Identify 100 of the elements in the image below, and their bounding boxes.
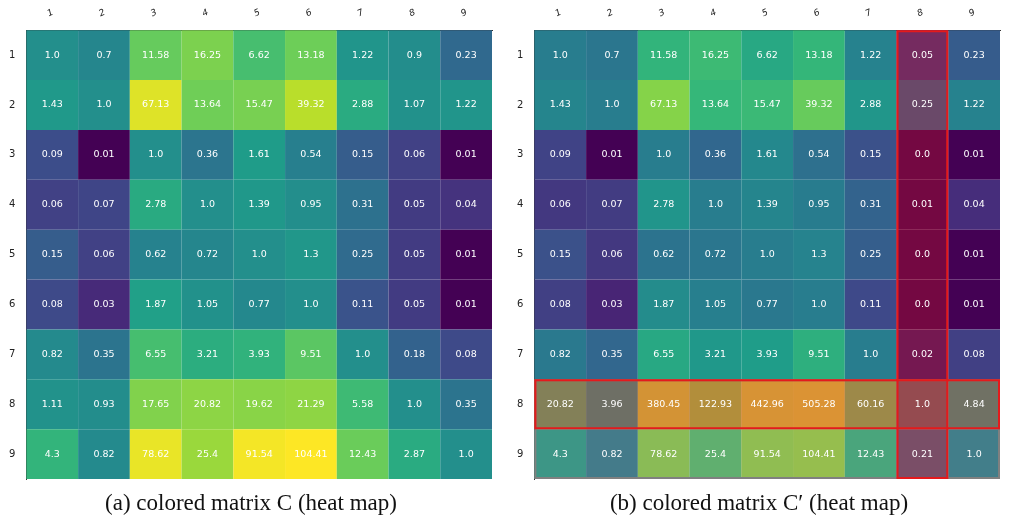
data-label: 13.64 bbox=[701, 98, 730, 110]
data-label: 1.07 bbox=[403, 98, 425, 110]
data-label: 0.07 bbox=[601, 198, 623, 210]
data-label: 1.0 bbox=[96, 98, 112, 110]
y-tick-label: 2 bbox=[8, 98, 16, 110]
data-label: 1.43 bbox=[41, 98, 63, 110]
x-tick-label: 9 bbox=[967, 6, 977, 19]
text: (a) colored matrix C (heat map) bbox=[104, 490, 398, 516]
y-tick-label: 3 bbox=[516, 148, 524, 160]
data-label: 0.0 bbox=[914, 248, 930, 260]
y-tick-label: 2 bbox=[516, 98, 524, 110]
data-label: 0.9 bbox=[406, 48, 422, 60]
data-label: 0.72 bbox=[196, 248, 219, 260]
data-label: 0.54 bbox=[300, 148, 322, 160]
data-label: 0.05 bbox=[403, 198, 425, 210]
data-label: 122.93 bbox=[698, 397, 733, 409]
data-label: 1.22 bbox=[455, 98, 477, 110]
data-label: 1.61 bbox=[756, 148, 778, 160]
data-label: 0.0 bbox=[914, 297, 930, 309]
data-label: 5.58 bbox=[352, 397, 374, 409]
data-label: 104.41 bbox=[802, 447, 836, 459]
data-label: 3.21 bbox=[704, 347, 727, 359]
data-label: 12.43 bbox=[857, 447, 885, 459]
data-label: 3.21 bbox=[196, 347, 219, 359]
data-label: 6.62 bbox=[756, 48, 778, 60]
data-label: 0.06 bbox=[93, 248, 115, 260]
data-label: 11.58 bbox=[650, 48, 678, 60]
data-label: 0.08 bbox=[963, 347, 985, 359]
data-label: 1.43 bbox=[549, 98, 571, 110]
data-label: 0.06 bbox=[601, 248, 623, 260]
data-label: 1.87 bbox=[145, 297, 167, 309]
y-tick-label: 1 bbox=[8, 48, 16, 60]
data-label: 19.62 bbox=[245, 397, 273, 409]
data-label: 0.54 bbox=[808, 148, 830, 160]
data-label: 1.0 bbox=[707, 198, 723, 210]
data-label: 1.0 bbox=[355, 347, 371, 359]
data-label: 0.15 bbox=[41, 248, 63, 260]
x-tick-label: 3 bbox=[656, 6, 667, 19]
data-label: 39.32 bbox=[805, 98, 833, 110]
data-label: 1.0 bbox=[863, 347, 879, 359]
data-label: 1.0 bbox=[759, 248, 775, 260]
data-label: 0.15 bbox=[352, 148, 374, 160]
data-label: 0.01 bbox=[455, 297, 477, 309]
data-label: 1.0 bbox=[199, 198, 215, 210]
data-label: 0.82 bbox=[601, 447, 623, 459]
data-label: 1.39 bbox=[756, 198, 778, 210]
data-label: 2.78 bbox=[145, 198, 167, 210]
y-tick-label: 6 bbox=[516, 298, 524, 310]
data-label: 0.18 bbox=[403, 347, 425, 359]
data-label: 0.23 bbox=[963, 48, 985, 60]
data-label: 60.16 bbox=[857, 397, 885, 409]
data-label: 0.93 bbox=[93, 397, 115, 409]
x-tick-label: 9 bbox=[459, 6, 469, 19]
data-label: 0.15 bbox=[549, 248, 571, 260]
data-label: 0.08 bbox=[455, 347, 477, 359]
data-label: 0.06 bbox=[41, 198, 63, 210]
data-label: 0.35 bbox=[601, 347, 623, 359]
data-label: 15.47 bbox=[245, 98, 273, 110]
data-label: 0.25 bbox=[352, 248, 374, 260]
data-label: 1.3 bbox=[811, 248, 827, 260]
data-label: 0.02 bbox=[911, 347, 933, 359]
data-label: 67.13 bbox=[142, 98, 170, 110]
data-label: 1.0 bbox=[811, 297, 827, 309]
data-label: 13.18 bbox=[805, 48, 833, 60]
data-label: 0.31 bbox=[352, 198, 374, 210]
data-label: 0.25 bbox=[911, 98, 933, 110]
data-label: 6.55 bbox=[653, 347, 675, 359]
data-label: 1.05 bbox=[704, 297, 727, 309]
data-label: 0.05 bbox=[403, 248, 425, 260]
x-tick-label: 5 bbox=[252, 6, 262, 19]
data-label: 1.61 bbox=[248, 148, 270, 160]
data-label: 0.01 bbox=[963, 148, 985, 160]
data-label: 11.58 bbox=[142, 48, 170, 60]
data-label: 4.3 bbox=[552, 447, 568, 459]
data-label: 78.62 bbox=[142, 447, 170, 459]
data-label: 15.47 bbox=[753, 98, 781, 110]
y-tick-label: 5 bbox=[516, 248, 524, 260]
y-tick-label: 7 bbox=[8, 347, 16, 359]
x-tick-label: 4 bbox=[200, 6, 211, 19]
y-tick-label: 7 bbox=[516, 347, 524, 359]
data-label: 0.06 bbox=[403, 148, 425, 160]
data-label: 1.87 bbox=[653, 297, 675, 309]
data-label: 0.77 bbox=[756, 297, 778, 309]
data-label: 1.0 bbox=[914, 397, 930, 409]
data-label: 6.62 bbox=[248, 48, 270, 60]
data-label: 20.82 bbox=[193, 397, 222, 409]
data-label: 1.0 bbox=[966, 447, 982, 459]
data-label: 1.0 bbox=[458, 447, 474, 459]
data-label: 0.21 bbox=[911, 447, 933, 459]
x-tick-label: 8 bbox=[407, 6, 418, 19]
data-label: 0.95 bbox=[300, 198, 322, 210]
data-label: 91.54 bbox=[245, 447, 273, 459]
data-label: 0.82 bbox=[93, 447, 115, 459]
data-label: 4.3 bbox=[44, 447, 60, 459]
data-label: 1.0 bbox=[406, 397, 422, 409]
data-label: 1.3 bbox=[303, 248, 319, 260]
data-label: 12.43 bbox=[349, 447, 377, 459]
x-tick-label: 5 bbox=[760, 6, 770, 19]
data-label: 3.93 bbox=[756, 347, 778, 359]
data-label: 104.41 bbox=[294, 447, 328, 459]
